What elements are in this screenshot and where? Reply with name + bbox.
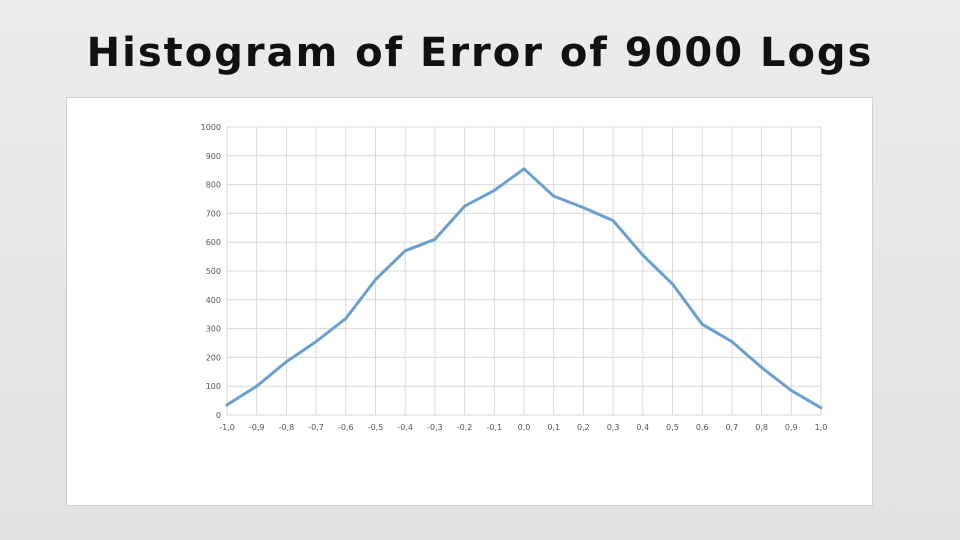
y-tick-label: 400 (206, 296, 221, 305)
y-tick-label: 900 (206, 152, 221, 161)
data-point (255, 385, 258, 388)
grid-layer (226, 126, 822, 416)
data-point (433, 238, 437, 241)
data-point (404, 249, 407, 253)
data-point (611, 219, 615, 222)
x-tick-label: -1,0 (219, 423, 235, 432)
x-tick-label: 0,1 (547, 423, 560, 432)
x-tick-label: 0,6 (696, 423, 709, 432)
data-point (819, 406, 823, 409)
x-tick-label: 0,4 (636, 423, 649, 432)
chart-panel: 0 100 200 300 400 500 600 700 800 900 1000 -1,0 -0,… (66, 97, 873, 506)
series-layer (225, 167, 823, 410)
data-point (671, 282, 674, 286)
data-point (552, 194, 555, 198)
y-tick-label: 200 (206, 353, 221, 362)
x-tick-label: 0,3 (607, 423, 620, 432)
data-point (790, 389, 793, 392)
x-tick-label: 0,7 (726, 423, 739, 432)
y-tick-label: 0 (216, 411, 221, 420)
data-point (522, 167, 526, 170)
x-tick-label: -0,1 (486, 423, 502, 432)
y-tick-label: 700 (206, 209, 221, 218)
data-point (760, 366, 763, 369)
y-tick-label: 1000 (201, 123, 221, 132)
data-point (493, 189, 496, 192)
data-point (730, 340, 734, 343)
x-tick-label: 0,5 (666, 423, 679, 432)
x-tick-label: 0,8 (755, 423, 768, 432)
x-tick-label: 0,9 (785, 423, 798, 432)
x-tick-label: -0,4 (397, 423, 413, 432)
slide-title: Histogram of Error of 9000 Logs (86, 30, 874, 76)
line-chart: 0 100 200 300 400 500 600 700 800 900 1000 -1,0 -0,… (201, 123, 828, 432)
data-point (582, 206, 585, 209)
data-point (344, 317, 347, 320)
data-point (314, 340, 318, 343)
x-tick-label: 1,0 (815, 423, 828, 432)
data-point (285, 360, 288, 363)
x-axis-ticks: -1,0 -0,9 -0,8 -0,7 -0,6 -0,5 -0,4 -0,3 -0,2 -0,1… (219, 423, 827, 432)
y-tick-label: 800 (206, 181, 221, 190)
x-tick-label: -0,3 (427, 423, 443, 432)
x-tick-label: -0,9 (249, 423, 265, 432)
y-axis-ticks: 0 100 200 300 400 500 600 700 800 900 1000 (201, 123, 221, 420)
x-tick-label: -0,5 (368, 423, 384, 432)
x-tick-label: -0,6 (338, 423, 354, 432)
y-tick-label: 500 (206, 267, 221, 276)
y-tick-label: 300 (206, 325, 221, 334)
data-point (641, 253, 644, 257)
x-tick-label: -0,8 (279, 423, 295, 432)
y-tick-label: 600 (206, 238, 221, 247)
data-point (374, 278, 377, 281)
x-tick-label: 0,0 (518, 423, 531, 432)
data-point (701, 323, 704, 326)
y-tick-label: 100 (206, 382, 221, 391)
x-tick-label: 0,2 (577, 423, 590, 432)
data-point (463, 205, 466, 208)
data-point (225, 403, 229, 407)
x-tick-label: -0,7 (308, 423, 324, 432)
x-tick-label: -0,2 (457, 423, 473, 432)
